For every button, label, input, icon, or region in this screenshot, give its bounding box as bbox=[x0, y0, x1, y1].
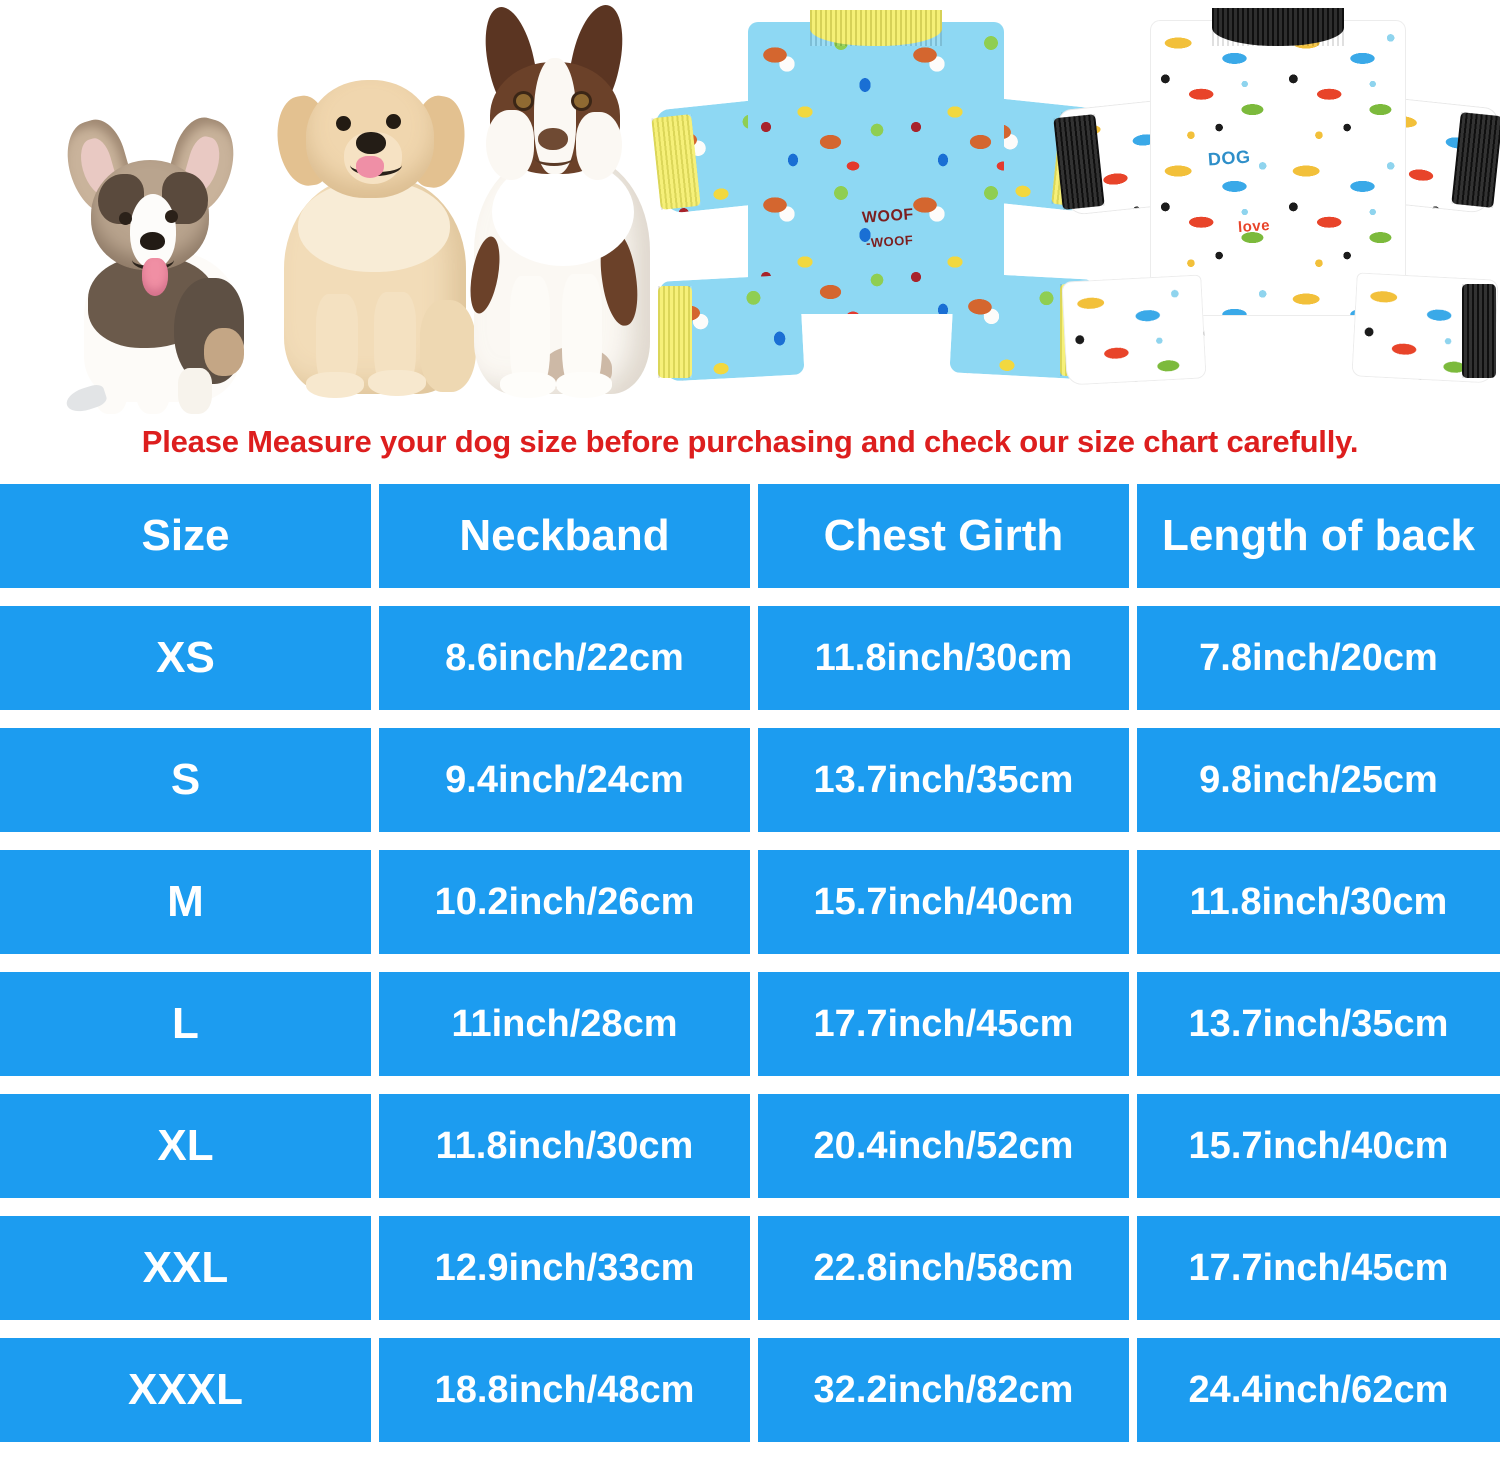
blue-pajama-left-leg-cuff bbox=[658, 286, 692, 378]
column-header-neckband: Neckband bbox=[378, 484, 750, 588]
golden-retriever-puppy-photo bbox=[262, 70, 492, 420]
cell-back: 15.7inch/40cm bbox=[1136, 1094, 1500, 1198]
white-pajama-print-text-love: love bbox=[1237, 216, 1271, 237]
measure-warning-text: Please Measure your dog size before purc… bbox=[141, 424, 1359, 459]
border-collie-puppy-photo bbox=[450, 0, 680, 418]
cell-chest: 32.2inch/82cm bbox=[757, 1338, 1129, 1442]
column-header-chest-girth: Chest Girth bbox=[757, 484, 1129, 588]
collie-right-cheek bbox=[576, 112, 622, 180]
blue-corgi-pajama-photo: WOOF -WOOF bbox=[651, 8, 1101, 398]
corgi-left-eye bbox=[119, 212, 132, 225]
corgi-rear-leg bbox=[178, 368, 212, 414]
white-bones-pajama-photo: DOG love bbox=[1053, 6, 1500, 406]
white-pajama-collar bbox=[1212, 8, 1344, 46]
cell-neckband: 18.8inch/48cm bbox=[378, 1338, 750, 1442]
table-row: XXXL 18.8inch/48cm 32.2inch/82cm 24.4inc… bbox=[0, 1338, 1500, 1442]
cell-size: L bbox=[0, 972, 371, 1076]
size-chart-table: Size Neckband Chest Girth Length of back… bbox=[0, 484, 1500, 1442]
collie-mouth bbox=[534, 148, 574, 166]
cell-neckband: 11inch/28cm bbox=[378, 972, 750, 1076]
table-row: XS 8.6inch/22cm 11.8inch/30cm 7.8inch/20… bbox=[0, 606, 1500, 710]
cell-back: 24.4inch/62cm bbox=[1136, 1338, 1500, 1442]
cell-back: 13.7inch/35cm bbox=[1136, 972, 1500, 1076]
cell-chest: 13.7inch/35cm bbox=[757, 728, 1129, 832]
blue-pajama-torso bbox=[748, 22, 1004, 314]
table-header-row: Size Neckband Chest Girth Length of back bbox=[0, 484, 1500, 588]
golden-haunch bbox=[420, 300, 476, 392]
white-pajama-right-leg-cuff bbox=[1462, 284, 1496, 378]
cell-size: XS bbox=[0, 606, 371, 710]
corgi-puppy-photo bbox=[57, 111, 268, 418]
product-photo-strip: WOOF -WOOF DOG love bbox=[0, 0, 1500, 420]
cell-chest: 17.7inch/45cm bbox=[757, 972, 1129, 1076]
column-header-size: Size bbox=[0, 484, 371, 588]
table-row: XL 11.8inch/30cm 20.4inch/52cm 15.7inch/… bbox=[0, 1094, 1500, 1198]
blue-pajama-collar bbox=[810, 10, 942, 46]
white-pajama-print-text-dog: DOG bbox=[1207, 146, 1252, 170]
golden-right-eye bbox=[386, 114, 401, 129]
cell-neckband: 12.9inch/33cm bbox=[378, 1216, 750, 1320]
cell-size: XXL bbox=[0, 1216, 371, 1320]
table-row: XXL 12.9inch/33cm 22.8inch/58cm 17.7inch… bbox=[0, 1216, 1500, 1320]
corgi-flank-tan bbox=[204, 328, 244, 376]
cell-back: 7.8inch/20cm bbox=[1136, 606, 1500, 710]
cell-size: M bbox=[0, 850, 371, 954]
white-pajama-left-leg bbox=[1061, 274, 1207, 386]
cell-chest: 20.4inch/52cm bbox=[757, 1094, 1129, 1198]
cell-neckband: 10.2inch/26cm bbox=[378, 850, 750, 954]
cell-neckband: 11.8inch/30cm bbox=[378, 1094, 750, 1198]
column-header-length-of-back: Length of back bbox=[1136, 484, 1500, 588]
golden-left-eye bbox=[336, 116, 351, 131]
table-row: L 11inch/28cm 17.7inch/45cm 13.7inch/35c… bbox=[0, 972, 1500, 1076]
cell-back: 9.8inch/25cm bbox=[1136, 728, 1500, 832]
golden-nose bbox=[356, 132, 386, 154]
blue-pajama-print-text-woof: WOOF bbox=[861, 206, 915, 227]
cell-chest: 11.8inch/30cm bbox=[757, 606, 1129, 710]
cell-back: 17.7inch/45cm bbox=[1136, 1216, 1500, 1320]
collie-paw-right bbox=[556, 372, 612, 398]
cell-chest: 22.8inch/58cm bbox=[757, 1216, 1129, 1320]
cell-size: XXXL bbox=[0, 1338, 371, 1442]
collie-right-eye bbox=[574, 94, 589, 108]
collie-left-eye bbox=[516, 94, 531, 108]
cell-size: S bbox=[0, 728, 371, 832]
cell-neckband: 8.6inch/22cm bbox=[378, 606, 750, 710]
corgi-front-leg-right bbox=[136, 364, 170, 414]
table-row: S 9.4inch/24cm 13.7inch/35cm 9.8inch/25c… bbox=[0, 728, 1500, 832]
cell-size: XL bbox=[0, 1094, 371, 1198]
collie-nose bbox=[538, 128, 568, 150]
corgi-nose bbox=[140, 232, 165, 250]
collie-paw-left bbox=[500, 372, 556, 398]
golden-tongue bbox=[356, 156, 384, 178]
collie-left-cheek bbox=[486, 110, 534, 180]
white-pajama-torso bbox=[1150, 20, 1406, 316]
white-pajama-right-cuff bbox=[1451, 112, 1500, 208]
corgi-tongue bbox=[142, 258, 168, 296]
golden-paw-left bbox=[306, 372, 364, 398]
cell-neckband: 9.4inch/24cm bbox=[378, 728, 750, 832]
table-row: M 10.2inch/26cm 15.7inch/40cm 11.8inch/3… bbox=[0, 850, 1500, 954]
golden-paw-right bbox=[368, 370, 426, 396]
cell-back: 11.8inch/30cm bbox=[1136, 850, 1500, 954]
cell-chest: 15.7inch/40cm bbox=[757, 850, 1129, 954]
corgi-right-eye bbox=[165, 210, 178, 223]
